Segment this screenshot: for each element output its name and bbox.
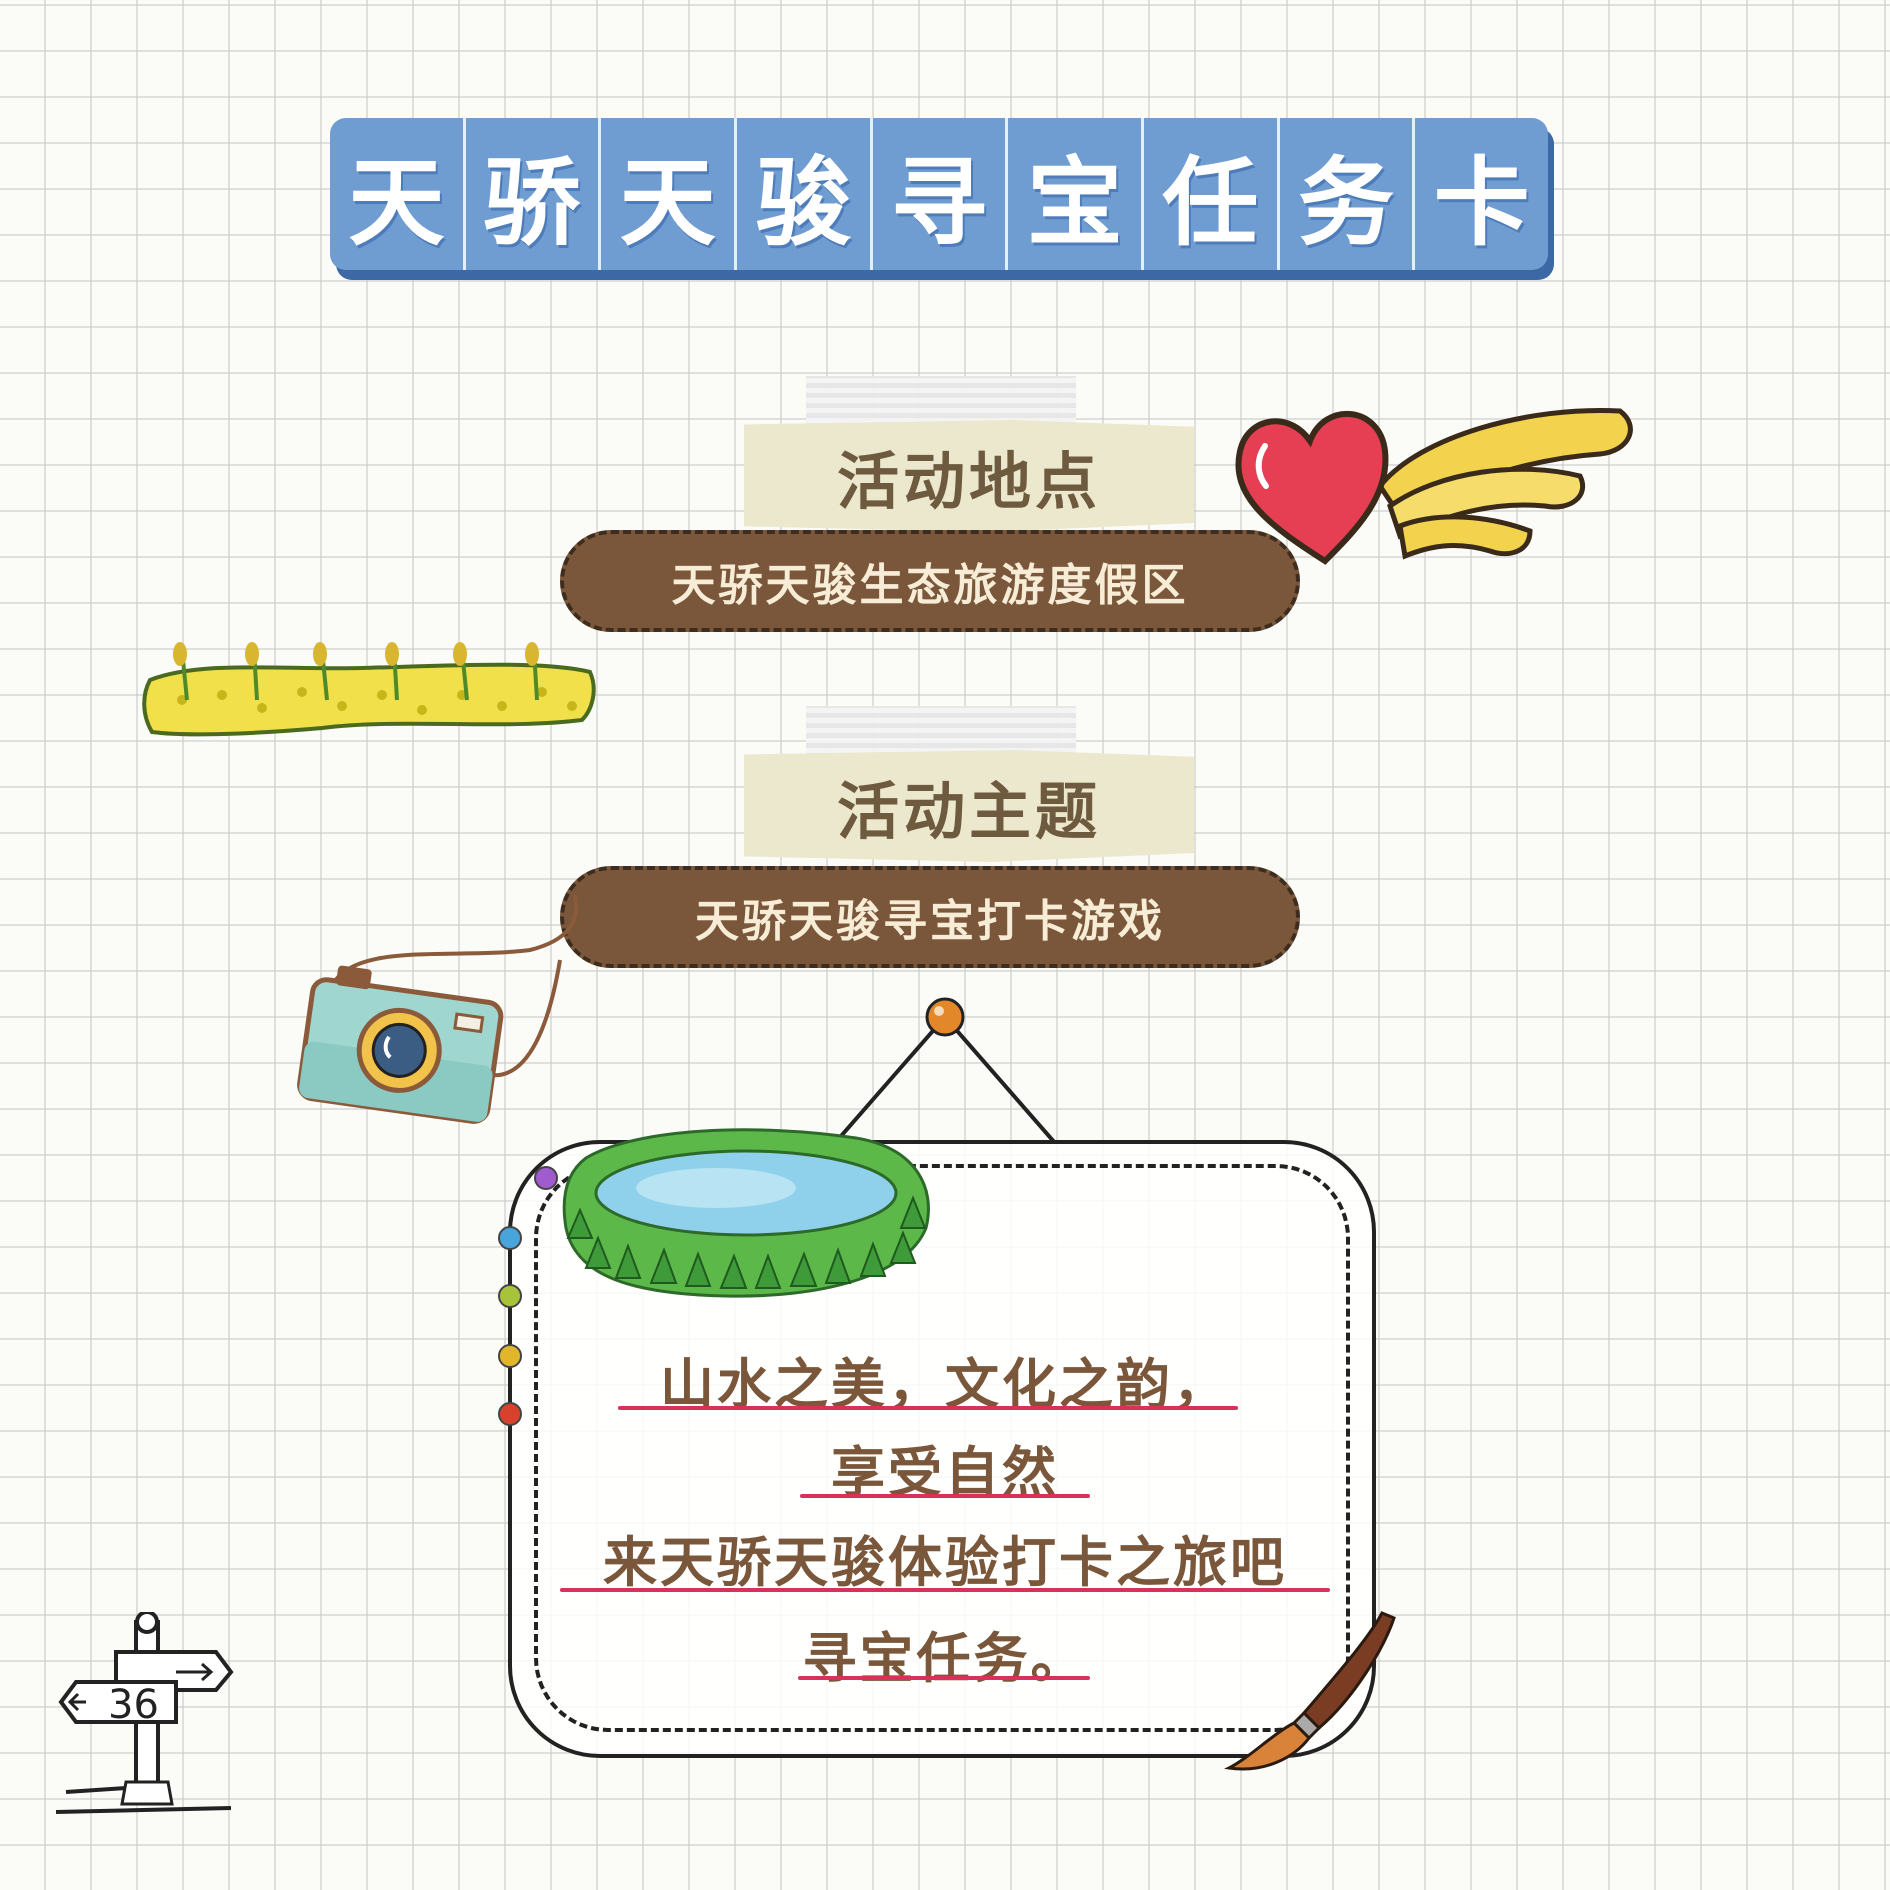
title-char: 务 xyxy=(1280,118,1416,270)
message-line-2: 享受自然 xyxy=(831,1441,1059,1504)
camera-icon xyxy=(297,894,579,1124)
message-underline xyxy=(800,1494,1090,1498)
section-label-card: 活动主题 xyxy=(744,750,1194,862)
message-frame-dashed xyxy=(534,1164,1350,1732)
title-banner: 天 骄 天 骏 寻 宝 任 务 卡 xyxy=(330,118,1548,270)
title-char: 卡 xyxy=(1433,146,1530,259)
bead-icon xyxy=(534,1166,558,1190)
signpost-number: 36 xyxy=(108,1682,159,1728)
message-line-3: 来天骄天骏体验打卡之旅吧 xyxy=(603,1531,1287,1594)
title-char: 天 xyxy=(330,118,466,270)
section-label-card: 活动地点 xyxy=(744,420,1194,532)
section-value-location: 天骄天骏生态旅游度假区 xyxy=(671,560,1189,611)
message-underline xyxy=(798,1676,1090,1680)
bead-icon xyxy=(498,1402,522,1426)
section-value-theme: 天骄天骏寻宝打卡游戏 xyxy=(695,896,1165,947)
message-underline xyxy=(560,1588,1330,1592)
signpost-icon xyxy=(56,1612,234,1814)
section-label-theme: 活动主题 xyxy=(836,775,1101,848)
flower-grass-strip-icon xyxy=(142,642,596,737)
title-char: 天 xyxy=(601,118,738,270)
hanging-string xyxy=(833,997,1057,1145)
section-label-location: 活动地点 xyxy=(836,445,1101,518)
tape-strip xyxy=(806,376,1076,428)
title-char: 宝 xyxy=(1008,118,1145,270)
title-char: 骏 xyxy=(737,118,873,270)
bead-icon xyxy=(498,1284,522,1308)
paint-brush-icon xyxy=(1224,1611,1396,1771)
winged-heart-icon xyxy=(1235,407,1633,565)
bead-icon xyxy=(498,1226,522,1250)
message-line-4: 寻宝任务。 xyxy=(802,1627,1088,1690)
title-char: 任 xyxy=(1144,118,1280,270)
section-value-pill: 天骄天骏生态旅游度假区 xyxy=(560,530,1300,632)
bead-icon xyxy=(498,1344,522,1368)
section-value-pill: 天骄天骏寻宝打卡游戏 xyxy=(560,866,1300,968)
title-char: 骄 xyxy=(466,118,602,270)
title-char: 寻 xyxy=(873,118,1009,270)
message-line-1: 山水之美，文化之韵， xyxy=(660,1353,1230,1416)
message-underline xyxy=(618,1406,1238,1410)
lake-forest-icon xyxy=(562,1128,930,1298)
tape-strip xyxy=(806,706,1076,758)
